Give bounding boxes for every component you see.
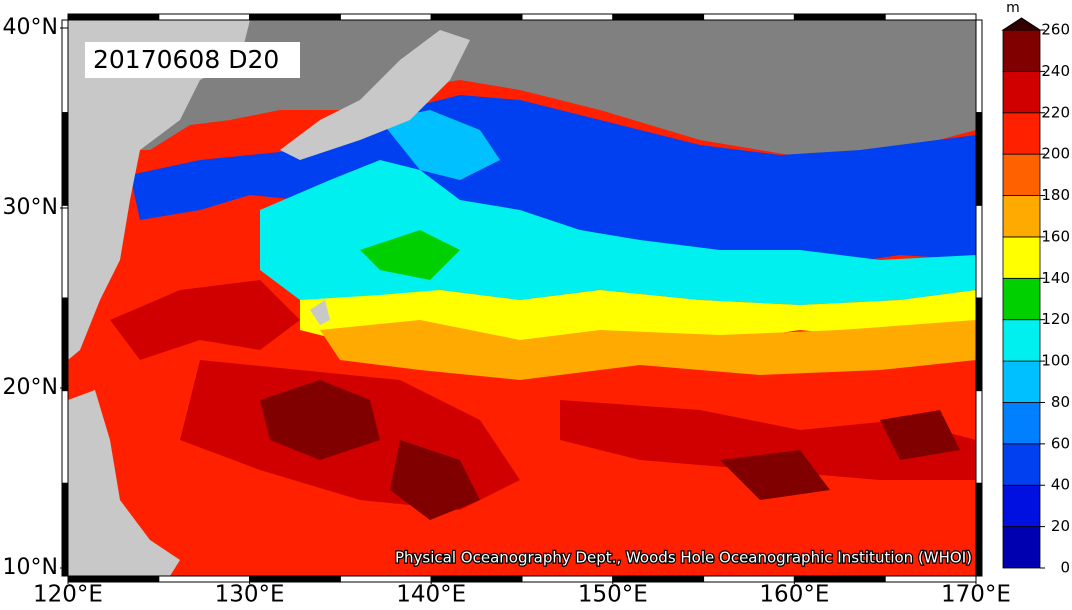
lat-tick-label: 30°N [3,195,58,220]
frame-bar [975,204,983,299]
frame-bar [884,13,977,21]
colorbar-segment [1002,112,1041,155]
lat-tick-label: 40°N [3,15,58,40]
colorbar-segment [1002,319,1041,362]
lon-tick-label: 140°E [396,582,466,607]
colorbar-tick-label: 180 [1041,186,1070,204]
frame-bar [793,13,886,21]
colorbar-tick-label: 240 [1041,62,1070,80]
colorbar-segment [1002,29,1041,72]
frame-border [67,19,977,577]
frame-bar [158,13,251,21]
frame-bar [975,19,983,114]
title-box [85,42,300,78]
colorbar-segment [1002,195,1041,238]
lat-tick-label: 10°N [3,555,58,580]
frame-bar [430,13,523,21]
frame-bar [67,13,160,21]
colorbar-tick-label: 140 [1041,269,1070,287]
frame-bar [612,13,705,21]
lon-tick-label: 130°E [215,582,285,607]
frame-bar [975,297,983,392]
lon-tick-label: 120°E [33,582,103,607]
frame-bar [339,13,432,21]
colorbar-segment [1002,153,1041,196]
colorbar-segment [1002,402,1041,445]
colorbar-segment [1002,443,1041,486]
frame-bar [975,112,983,206]
colorbar-tick-label: 220 [1041,103,1070,121]
lon-tick-label: 160°E [759,582,829,607]
credit: Physical Oceanography Dept., Woods Hole … [395,549,972,567]
colorbar-tick-label: 20 [1051,517,1070,535]
colorbar-tick-label: 260 [1041,21,1070,39]
frame-bar [61,297,69,392]
frame-bar [61,19,69,114]
lon-tick-label: 170°E [941,582,1011,607]
map-title: 20170608 D20 [93,45,279,74]
colorbar-tick-label: 40 [1051,476,1070,494]
colorbar-segment [1002,236,1041,279]
frame-bar [975,482,983,577]
frame-bar [61,112,69,206]
colorbar-segment [1002,526,1041,569]
map-field [68,20,976,576]
lat-tick-label: 20°N [3,375,58,400]
colorbar-segment [1002,484,1041,528]
colorbar-tick-label: 160 [1041,227,1070,245]
colorbar-segment [1002,360,1041,403]
colorbar-arrow [1001,17,1042,31]
map-frame [61,13,983,583]
lon-tick-label: 150°E [578,582,648,607]
frame-bar [249,13,341,21]
frame-bar [61,390,69,484]
frame-bar [975,390,983,484]
colorbar-tick-label: 60 [1051,434,1070,452]
frame-bar [61,482,69,577]
frame-bar [521,13,614,21]
colorbar-tick-label: 200 [1041,145,1070,163]
colorbar-tick-label: 0 [1060,559,1070,577]
colorbar-tick-label: 80 [1051,393,1070,411]
colorbar-unit: m [1006,0,1020,16]
colorbar-tick-label: 100 [1041,352,1070,370]
colorbar-segment [1002,70,1041,114]
colorbar-tick-label: 120 [1041,310,1070,328]
colorbar-segment [1002,277,1041,321]
frame-bar [61,204,69,299]
frame-bar [703,13,795,21]
